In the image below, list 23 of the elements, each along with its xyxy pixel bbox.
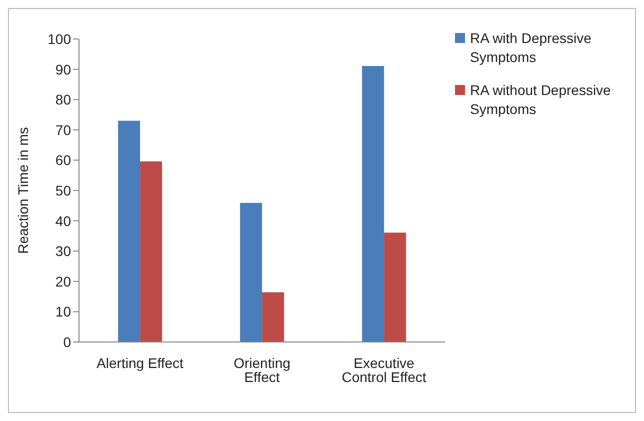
legend-label: RA with Depressive Symptoms — [470, 29, 592, 67]
y-tick-label: 90 — [55, 61, 72, 78]
bar — [262, 292, 284, 342]
legend-label: RA without Depressive Symptoms — [470, 81, 612, 119]
y-axis-title: Reaction Time in ms — [14, 127, 31, 254]
bar — [140, 161, 162, 342]
x-tick-label: Alerting Effect — [96, 354, 184, 371]
y-tick-label: 80 — [55, 92, 72, 108]
bar — [384, 232, 406, 342]
bar — [118, 120, 140, 342]
y-tick-label: 20 — [55, 273, 72, 290]
y-tick-label: 40 — [55, 212, 72, 229]
y-tick-label: 30 — [55, 243, 72, 260]
y-tick-label: 70 — [55, 122, 72, 138]
y-tick-label: 50 — [55, 182, 72, 198]
y-tick-label: 0 — [63, 334, 72, 350]
x-tick-label: Executive Control Effect — [342, 354, 426, 385]
y-tick-label: 10 — [55, 304, 72, 320]
x-tick-label: Orienting Effect — [234, 354, 290, 385]
bar — [362, 66, 384, 342]
bar — [240, 202, 262, 342]
y-tick-label: 100 — [48, 30, 72, 47]
y-tick-label: 60 — [55, 152, 72, 168]
